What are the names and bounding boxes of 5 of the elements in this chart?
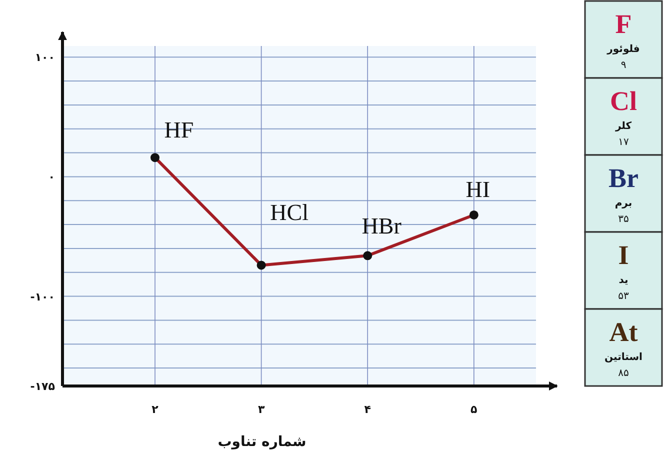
annotation: HF [164, 118, 194, 143]
xlabel: شماره تناوب [218, 434, 306, 450]
annotation: HI [466, 176, 490, 202]
annotation: HCl [270, 200, 308, 226]
annotation: HBr [362, 214, 402, 239]
